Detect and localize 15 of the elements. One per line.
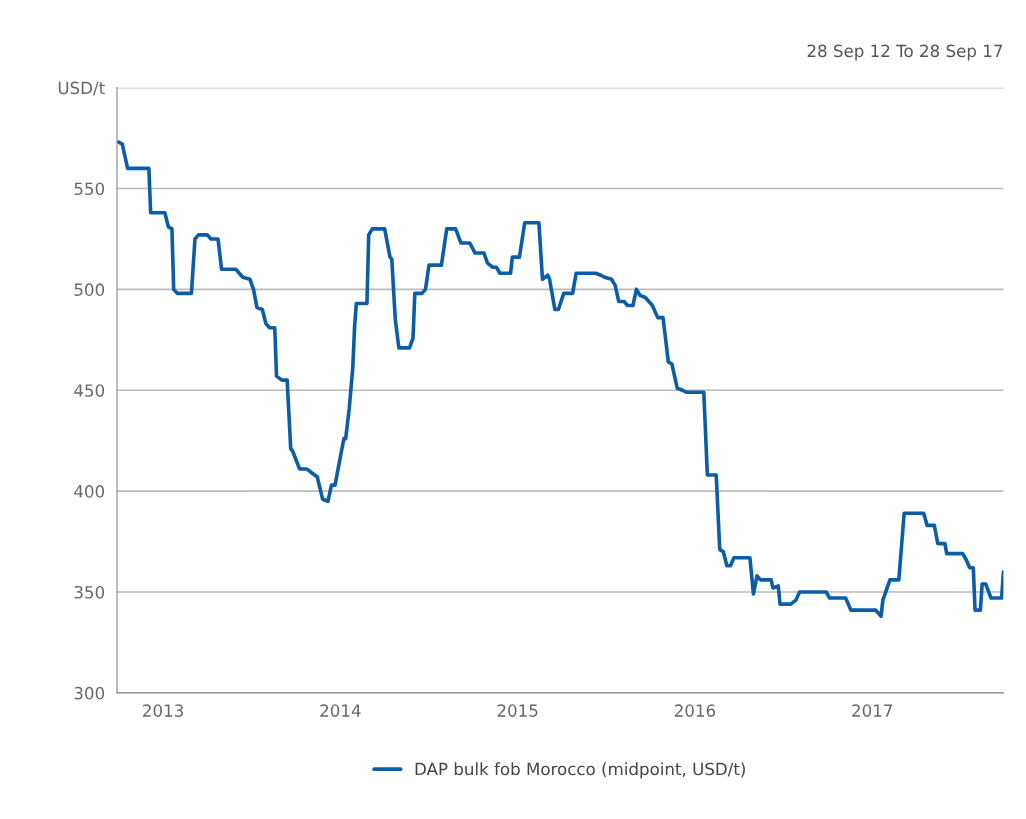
y-tick-label: 500 (74, 283, 105, 296)
y-tick-label: 450 (74, 384, 105, 397)
y-tick-label: 550 (74, 182, 105, 196)
x-tick-label: 2014 (320, 704, 361, 717)
y-tick-label: 300 (74, 686, 105, 700)
x-tick-label: 2016 (674, 704, 716, 717)
y-tick-label: 350 (74, 585, 105, 599)
x-tick-label: 2013 (143, 704, 183, 717)
y-tick-label: 400 (74, 485, 105, 498)
line-series (116, 140, 1004, 619)
chart-subtitle: 28 Sep 12 To 28 Sep 17 (807, 44, 1002, 61)
x-tick-label: 2017 (852, 704, 893, 717)
y-tick-label: USD/t (58, 81, 105, 96)
legend-label: DAP bulk fob Morocco (midpoint, USD/t) (415, 762, 745, 779)
x-tick-label: 2015 (497, 704, 538, 717)
